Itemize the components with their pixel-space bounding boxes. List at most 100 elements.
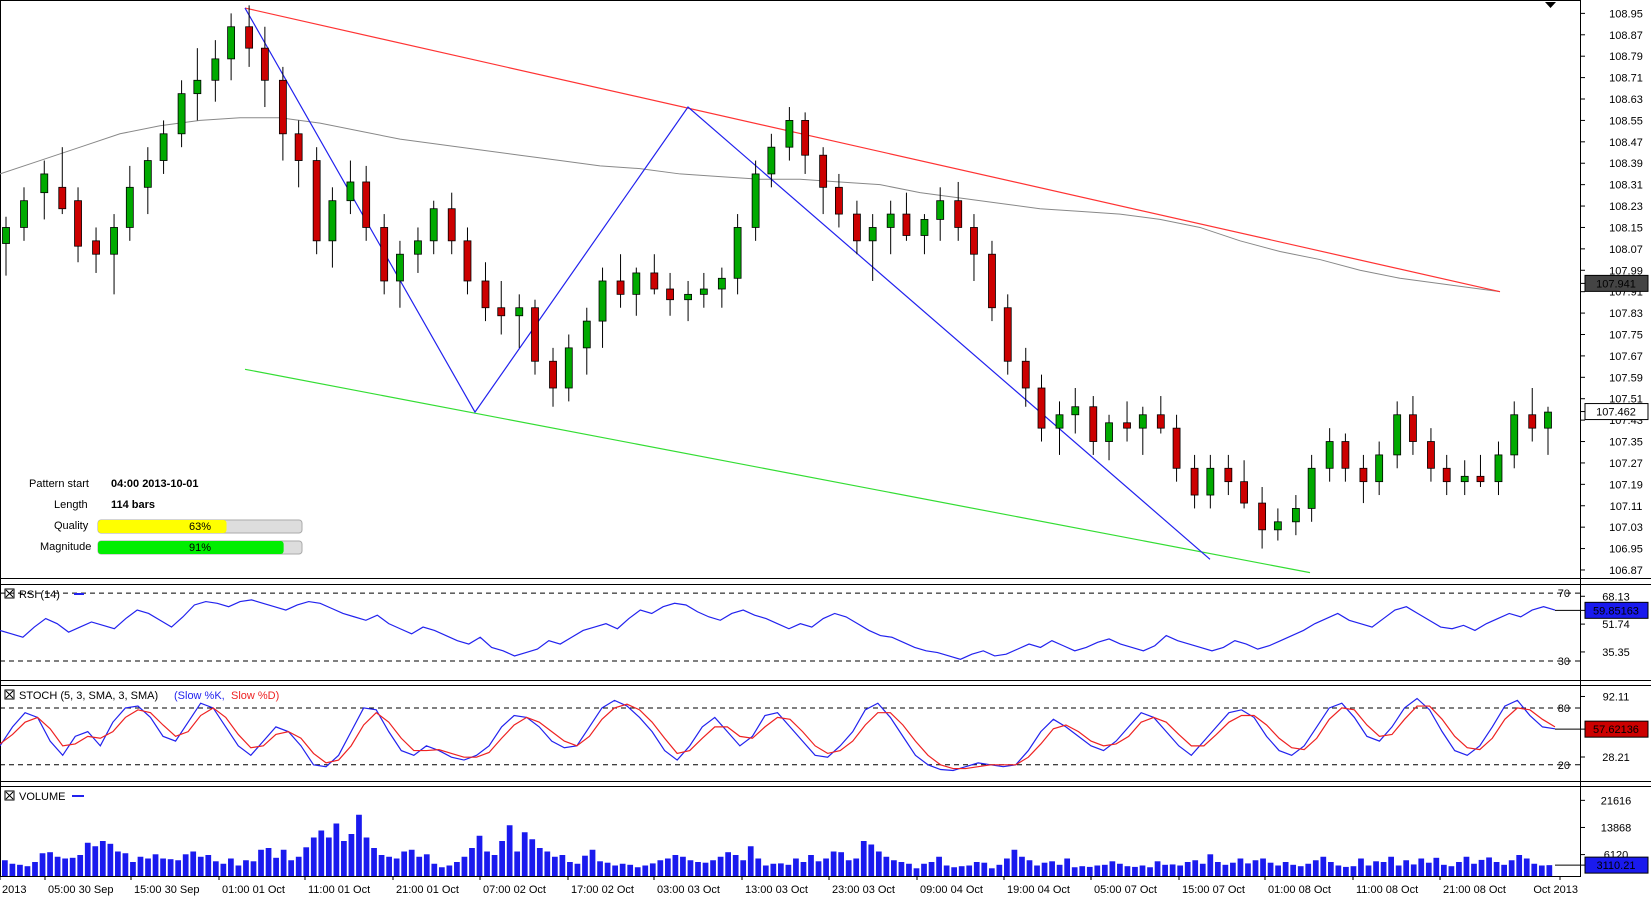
volume-bar	[747, 846, 754, 876]
candle-body	[1528, 414, 1537, 429]
x-tick-label: 11:00 08 Oct	[1356, 884, 1418, 896]
volume-bar	[393, 858, 400, 876]
close-box-icon[interactable]	[4, 689, 15, 700]
candle-body	[1307, 467, 1316, 509]
candle-body	[699, 288, 708, 295]
close-box-icon[interactable]	[4, 790, 15, 801]
volume-bar	[160, 858, 166, 876]
price-badge	[1584, 274, 1649, 292]
volume-bar	[145, 858, 151, 876]
candle-body	[58, 186, 67, 210]
volume-bar	[529, 839, 536, 876]
volume-bar	[1410, 864, 1417, 876]
volume-bar	[1162, 864, 1168, 876]
magnitude-value: 91%	[189, 542, 211, 554]
volume-bar	[815, 861, 822, 876]
candle-body	[227, 26, 236, 60]
volume-bar	[642, 865, 649, 876]
x-tick-label: 19:00 04 Oct	[1007, 884, 1070, 896]
volume-bar	[17, 864, 23, 876]
price-tick-label: 106.95	[1609, 544, 1643, 556]
volume-bar	[212, 861, 219, 876]
stoch-title: STOCH (5, 3, SMA, 3, SMA) (Slow %K, Slow…	[4, 689, 279, 702]
price-tick-label: 107.19	[1609, 479, 1643, 491]
x-tick-label: 21:00 08 Oct	[1443, 884, 1506, 896]
volume-bar	[356, 814, 362, 876]
volume-bar	[996, 864, 1003, 876]
volume-bar	[1290, 864, 1297, 876]
price-tick-label: 108.71	[1609, 73, 1643, 85]
triangle-down-icon[interactable]	[1545, 2, 1556, 8]
volume-bar	[891, 860, 897, 876]
candle-body	[1156, 414, 1165, 429]
quality-value: 63%	[189, 521, 211, 533]
volume-bar	[99, 841, 106, 876]
volume-bar	[687, 860, 694, 876]
candle-body	[92, 240, 100, 255]
volume-bar	[1079, 866, 1086, 876]
candle-body	[598, 280, 607, 322]
close-cross-icon	[5, 589, 14, 598]
candle-body	[429, 208, 438, 242]
candle-body	[1224, 467, 1233, 483]
volume-bar	[695, 862, 701, 876]
volume-bar	[883, 856, 890, 876]
candle-body	[616, 280, 625, 295]
volume-bar	[634, 867, 641, 876]
scale-tick-label: 92.11	[1603, 691, 1630, 703]
x-tick-label: 2013	[2, 884, 26, 896]
volume-bar	[597, 861, 603, 876]
candle-body	[1273, 521, 1282, 531]
volume-bar	[680, 856, 686, 876]
scale-tick-label: 28.21	[1602, 752, 1630, 764]
volume-bar	[408, 849, 415, 876]
quality-bar-fill	[98, 520, 227, 533]
candle-body	[970, 227, 978, 255]
candle-body	[328, 200, 337, 242]
candle-body	[684, 293, 692, 301]
volume-bar	[1064, 858, 1071, 876]
volume-bar	[988, 868, 995, 876]
candle-body	[380, 227, 389, 282]
volume-bar	[258, 849, 264, 876]
volume-bar	[303, 847, 310, 876]
quality-label: Quality	[54, 520, 89, 532]
volume-bar	[1207, 854, 1214, 876]
close-box-icon[interactable]	[4, 588, 15, 599]
volume-bar	[1192, 860, 1199, 876]
price-tick-label: 107.11	[1610, 501, 1643, 513]
volume-bar	[793, 858, 799, 876]
candle-body	[74, 200, 82, 247]
candle-body	[1138, 414, 1147, 429]
magnitude-label: Magnitude	[40, 541, 91, 553]
volume-bar	[1101, 864, 1108, 876]
volume-bar	[559, 855, 566, 876]
volume-bar	[1184, 862, 1191, 876]
volume-bar	[1448, 866, 1455, 876]
candle-body	[868, 227, 877, 242]
candle-body	[1442, 467, 1451, 483]
volume-bar	[130, 862, 136, 876]
volume-bar	[1139, 865, 1146, 876]
volume-bar	[928, 862, 935, 876]
line-upper-channel	[244, 7, 1501, 293]
volume-bar	[1177, 865, 1184, 876]
candle-body	[481, 280, 490, 309]
volume-bar	[1433, 857, 1440, 876]
volume-bar	[469, 848, 475, 876]
volume-bar	[431, 863, 438, 876]
volume-bar	[966, 865, 973, 876]
magnitude-bar-fill	[98, 541, 284, 554]
x-tick-label: 23:00 03 Oct	[832, 884, 895, 896]
volume-bar	[1245, 863, 1251, 876]
candle-body	[211, 58, 220, 81]
volume-bar	[1380, 862, 1387, 876]
candle-body	[1375, 454, 1384, 483]
x-tick-label: 21:00 01 Oct	[396, 884, 459, 896]
volume-bar	[84, 842, 91, 876]
volume-bar	[1365, 865, 1372, 876]
volume-bar	[800, 862, 807, 876]
price-badge	[1584, 403, 1649, 421]
candle-body	[1206, 467, 1215, 496]
volume-bar	[740, 860, 747, 876]
